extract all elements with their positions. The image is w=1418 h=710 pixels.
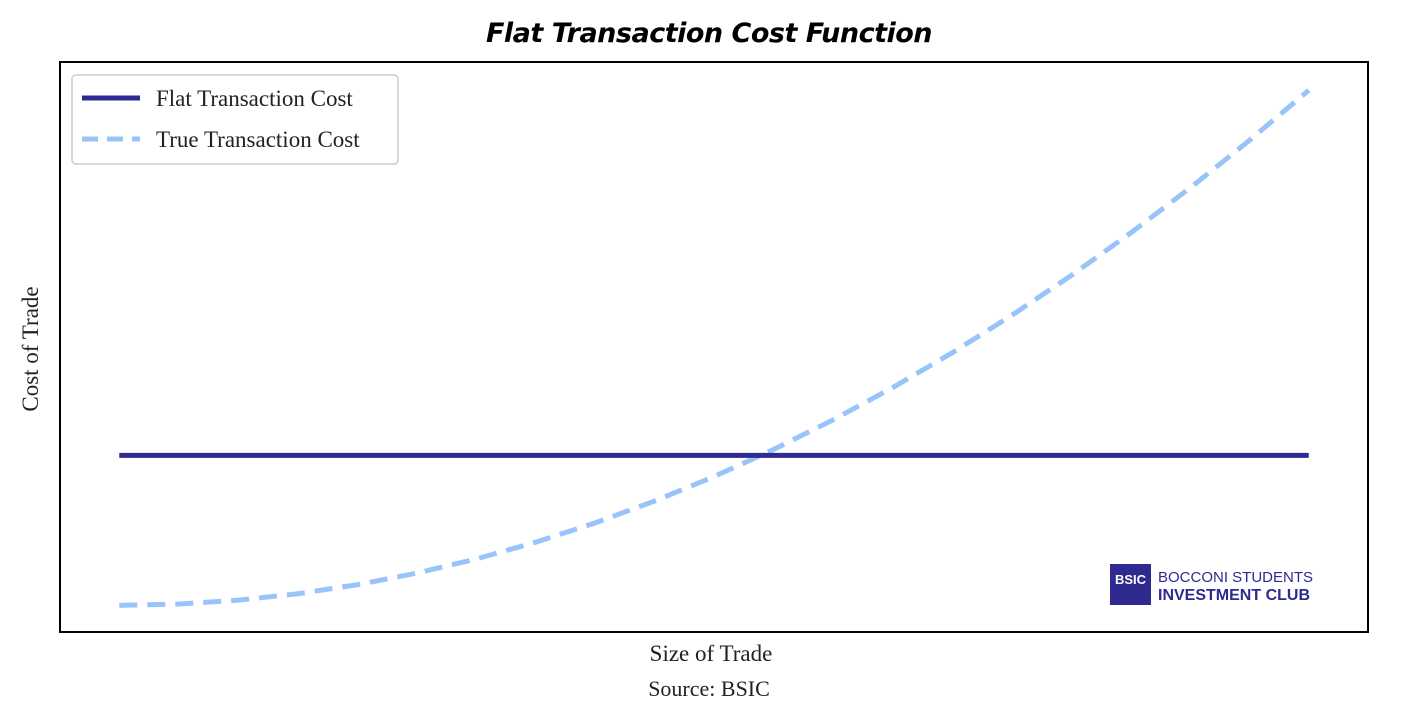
logo-line-2: INVESTMENT CLUB bbox=[1158, 587, 1310, 604]
y-axis-label: Cost of Trade bbox=[18, 286, 43, 411]
source-note: Source: BSIC bbox=[648, 676, 770, 701]
x-axis-label: Size of Trade bbox=[650, 641, 773, 666]
logo-line-1: BOCCONI STUDENTS bbox=[1158, 569, 1313, 586]
chart-title: Flat Transaction Cost Function bbox=[485, 18, 933, 49]
bsic-logo: BSIC BOCCONI STUDENTS INVESTMENT CLUB bbox=[1110, 564, 1313, 605]
series-layer bbox=[119, 88, 1311, 608]
legend-label-true: True Transaction Cost bbox=[156, 127, 360, 152]
legend-label-flat: Flat Transaction Cost bbox=[156, 86, 353, 111]
logo-mark-text: BSIC bbox=[1115, 572, 1147, 587]
series-line-true-transaction-cost bbox=[119, 88, 1311, 608]
legend: Flat Transaction Cost True Transaction C… bbox=[71, 74, 399, 165]
logo-mark bbox=[1110, 564, 1151, 605]
legend-box bbox=[71, 74, 399, 165]
